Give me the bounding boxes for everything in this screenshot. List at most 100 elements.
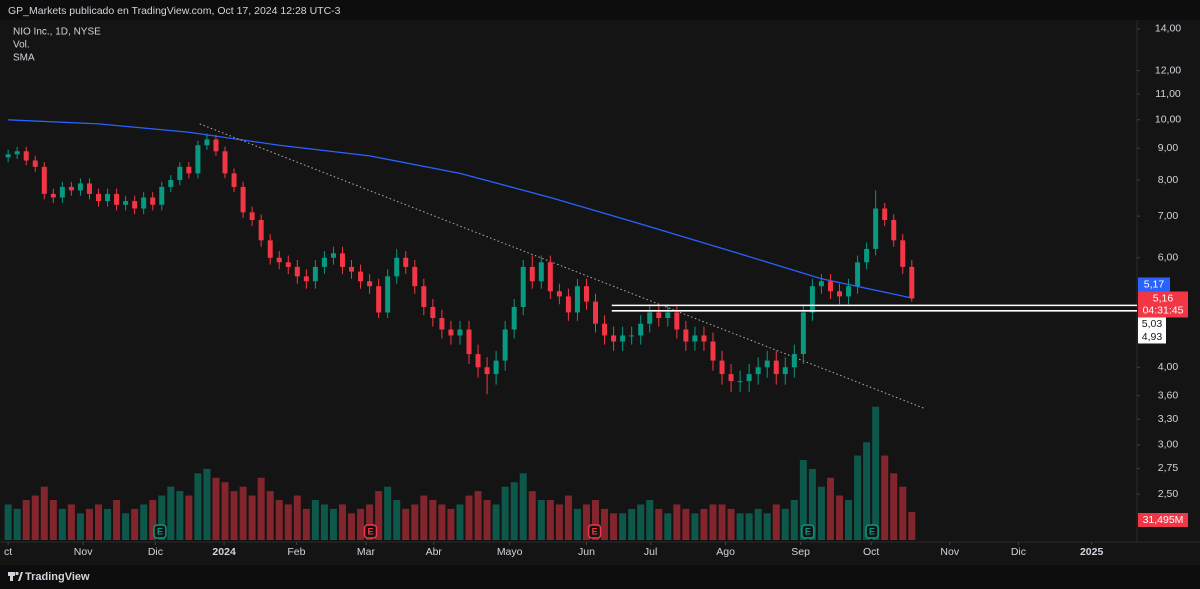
candle-body [204, 139, 210, 146]
volume-bar [573, 508, 581, 540]
volume-bar [736, 513, 744, 540]
volume-bar [248, 495, 256, 540]
candle-body [800, 312, 806, 355]
logo-mark [15, 571, 19, 576]
volume-bar [221, 482, 229, 540]
candle-body [647, 312, 653, 324]
volume-bar [691, 513, 699, 540]
candle-body [141, 197, 147, 209]
volume-bar [58, 508, 66, 540]
y-tick-label: 2,75 [1158, 462, 1179, 474]
candle-body [349, 266, 355, 272]
earnings-label: E [805, 526, 811, 536]
volume-bar [483, 500, 491, 540]
candle-body [249, 212, 255, 221]
earnings-marker [865, 524, 879, 539]
volume-bar [754, 508, 762, 540]
candle-body [502, 329, 508, 361]
y-tick-label: 6,00 [1158, 252, 1179, 264]
indicator-name: Vol. [13, 40, 30, 51]
volume-bar [266, 491, 274, 540]
candle-body [755, 367, 761, 375]
candle-body [222, 151, 228, 174]
earnings-marker [587, 524, 602, 539]
candle-body [186, 166, 192, 174]
y-tick-label: 7,00 [1158, 210, 1179, 222]
candle-body [737, 381, 743, 383]
candle-body [95, 193, 101, 202]
candle-body [547, 262, 553, 292]
volume-bar [158, 495, 166, 540]
countdown-label: 04:31:45 [1143, 304, 1184, 316]
candle-body [602, 323, 608, 336]
candle-body [5, 154, 11, 158]
volume-bar [592, 500, 600, 540]
earnings-label: E [869, 526, 875, 536]
volume-bar [411, 504, 419, 540]
volume-bar [908, 512, 916, 540]
candle-body [493, 360, 499, 375]
candle-body [475, 354, 481, 368]
candle-body [900, 240, 906, 267]
volume-bar [854, 455, 862, 540]
x-tick-label: 2024 [212, 546, 236, 558]
volume-bar [528, 491, 536, 540]
candle-body [195, 145, 201, 174]
volume-bar [329, 508, 337, 540]
candle-body [385, 276, 391, 313]
volume-bar [646, 500, 654, 540]
price-label: 5,17 [1144, 278, 1165, 290]
volume-bar [94, 504, 102, 540]
header-text: GP_Markets publicado en TradingView.com,… [8, 5, 341, 17]
x-tick-label: Abr [426, 546, 443, 558]
candle-body [312, 266, 318, 282]
y-tick-label: 3,00 [1158, 439, 1179, 451]
candle-body [457, 329, 463, 336]
volume-bar [40, 486, 48, 540]
volume-bar [366, 504, 374, 540]
volume-bar [284, 504, 292, 540]
candle-body [638, 323, 644, 336]
volume-bar [113, 500, 121, 540]
volume-bar [293, 495, 301, 540]
volume-bar [582, 504, 590, 540]
volume-bar [763, 513, 771, 540]
candle-body [620, 335, 626, 342]
volume-bar [881, 455, 889, 540]
volume-bar [212, 477, 220, 540]
x-tick-label: Dic [148, 546, 163, 558]
volume-bar [176, 491, 184, 540]
volume-bar [845, 500, 853, 540]
candle-body [86, 183, 92, 194]
candle-body [574, 286, 580, 313]
volume-bar [13, 508, 21, 540]
volume-bar [167, 486, 175, 540]
candle-body [484, 367, 490, 375]
candle-body [412, 266, 418, 287]
volume-bar [230, 491, 238, 540]
x-tick-label: Dic [1011, 546, 1026, 558]
candle-body [873, 208, 879, 249]
volume-bar [501, 486, 509, 540]
volume-bar [275, 500, 283, 540]
candle-body [809, 286, 815, 313]
candle-body [538, 262, 544, 282]
volume-bar [429, 500, 437, 540]
x-tick-label: Jul [644, 546, 657, 558]
candle-body [258, 220, 264, 241]
candle-body [529, 266, 535, 282]
candle-body [240, 186, 246, 213]
y-tick-label: 8,00 [1158, 174, 1179, 186]
x-tick-label: Ago [716, 546, 735, 558]
candle-body [403, 257, 409, 267]
candle-body [773, 360, 779, 375]
candle-body [701, 335, 707, 342]
volume-label-box [1138, 513, 1188, 528]
candle-body [394, 257, 400, 277]
volume-bar [338, 504, 346, 540]
candle-body [665, 312, 671, 319]
volume-bar [465, 495, 473, 540]
volume-bar [817, 486, 825, 540]
candle-body [376, 286, 382, 313]
